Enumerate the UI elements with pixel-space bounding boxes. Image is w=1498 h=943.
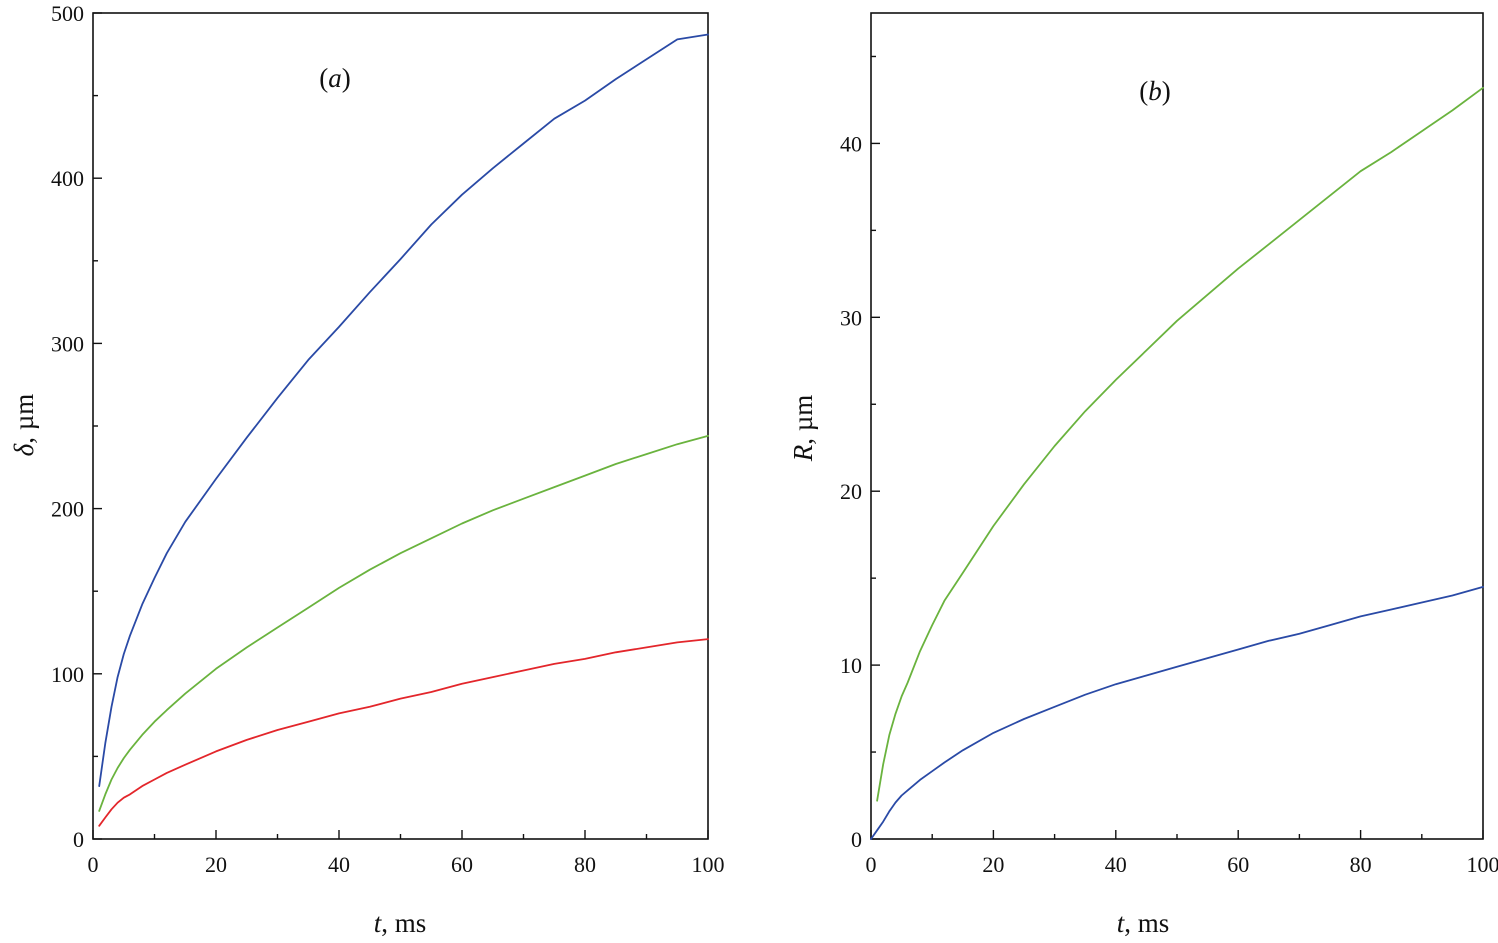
series-red-curve bbox=[98, 638, 709, 827]
y-tick-label: 300 bbox=[51, 331, 84, 356]
panel-b-y-tick-labels: 0 10 20 30 40 bbox=[840, 131, 862, 852]
panel-b-y-axis-title: R, µm bbox=[788, 395, 818, 463]
panel-a-y-tick-labels: 0 100 200 300 400 500 bbox=[51, 1, 84, 852]
x-tick-label: 100 bbox=[692, 852, 725, 877]
panel-a-ylabel-unit: , µm bbox=[9, 394, 39, 444]
series-blue-curve bbox=[98, 33, 709, 787]
panel-b-curves bbox=[870, 86, 1484, 840]
y-tick-label: 400 bbox=[51, 166, 84, 191]
x-tick-label: 20 bbox=[205, 852, 227, 877]
x-tick-label: 80 bbox=[1350, 852, 1372, 877]
panel-a-xlabel-var: t bbox=[374, 908, 383, 938]
panel-b-xlabel-var: t bbox=[1117, 908, 1126, 938]
panel-a-x-tick-labels: 0 20 40 60 80 100 bbox=[88, 852, 725, 877]
y-tick-label: 40 bbox=[840, 131, 862, 156]
y-tick-label: 30 bbox=[840, 305, 862, 330]
panel-a-x-ticks bbox=[92, 830, 709, 839]
y-tick-label: 10 bbox=[840, 653, 862, 678]
x-tick-label: 80 bbox=[574, 852, 596, 877]
panel-b-x-tick-labels: 0 20 40 60 80 100 bbox=[866, 852, 1498, 877]
panel-b-ylabel-var: R bbox=[788, 444, 818, 462]
panel-a-y-ticks bbox=[93, 12, 102, 840]
x-tick-label: 60 bbox=[451, 852, 473, 877]
panel-b-label: (b) bbox=[1139, 76, 1171, 106]
x-tick-label: 20 bbox=[982, 852, 1004, 877]
panel-b-ylabel-unit: , µm bbox=[788, 395, 818, 445]
panel-a-curves bbox=[98, 33, 709, 827]
y-tick-label: 200 bbox=[51, 497, 84, 522]
x-tick-label: 0 bbox=[88, 852, 99, 877]
x-tick-label: 60 bbox=[1227, 852, 1249, 877]
panel-a-y-axis-title: δ, µm bbox=[9, 394, 39, 457]
panel-a-xlabel-unit: , ms bbox=[381, 908, 426, 938]
x-tick-label: 100 bbox=[1467, 852, 1498, 877]
x-tick-label: 40 bbox=[1105, 852, 1127, 877]
panel-b-xlabel-unit: , ms bbox=[1124, 908, 1169, 938]
series-green-curve bbox=[98, 434, 709, 812]
y-tick-label: 20 bbox=[840, 479, 862, 504]
panel-a-letter: a bbox=[328, 63, 342, 93]
panel-b-plot-frame bbox=[870, 12, 1484, 840]
x-tick-label: 40 bbox=[328, 852, 350, 877]
panel-a-label: (a) bbox=[319, 63, 351, 93]
panel-b-x-ticks bbox=[870, 830, 1484, 839]
panel-b-letter: b bbox=[1148, 76, 1162, 106]
series-green-curve bbox=[876, 86, 1484, 802]
y-tick-label: 100 bbox=[51, 662, 84, 687]
series-blue-curve bbox=[870, 586, 1484, 840]
panel-a-plot-frame bbox=[92, 12, 709, 840]
panel-b-x-axis-title: t, ms bbox=[1117, 908, 1170, 938]
y-tick-label: 0 bbox=[73, 827, 84, 852]
panel-b-radius-plot: 0 20 40 60 80 100 0 10 20 30 40 (b) t, ms R, µm bbox=[788, 12, 1498, 938]
panel-a-x-axis-title: t, ms bbox=[374, 908, 427, 938]
y-tick-label: 500 bbox=[51, 1, 84, 26]
y-tick-label: 0 bbox=[851, 827, 862, 852]
panel-a-ylabel-var: δ bbox=[9, 443, 39, 456]
x-tick-label: 0 bbox=[866, 852, 877, 877]
panel-b-y-ticks bbox=[871, 55, 880, 840]
